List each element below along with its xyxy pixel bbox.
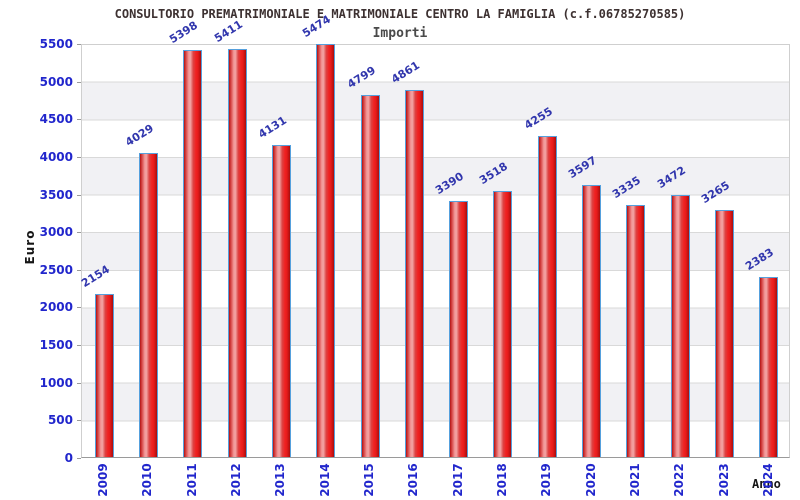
x-tick-label: 2024	[760, 463, 775, 497]
x-tick-label: 2019	[539, 463, 554, 497]
y-tick-label: 1500	[39, 338, 73, 353]
y-tick-label: 1000	[39, 375, 73, 390]
bar-value-label: 4131	[256, 113, 289, 142]
y-tick-mark	[77, 44, 81, 45]
x-tick-label: 2023	[716, 463, 731, 497]
plot-area: 2154 4029 5398 5411 4131 5474 4799 4861 3390 3518…	[78, 13, 790, 458]
bar-value-label: 4255	[521, 104, 555, 132]
x-tick-label: 2012	[229, 463, 244, 497]
bar-value-label: 3472	[654, 163, 688, 191]
y-tick-label: 4000	[39, 149, 73, 164]
bar-value-label: 3390	[433, 169, 467, 197]
x-tick-label: 2021	[627, 463, 642, 497]
bar-2017	[449, 200, 469, 457]
y-tick-mark	[77, 81, 81, 83]
bar-2023	[715, 210, 735, 457]
bar-value-label: 2154	[78, 262, 112, 290]
x-tick-label: 2011	[184, 463, 199, 497]
y-tick-mark	[77, 194, 81, 196]
y-tick-mark	[77, 307, 81, 309]
bar-value-label: 3597	[566, 153, 600, 182]
bar-2022	[670, 194, 690, 457]
y-tick-label: 2000	[39, 300, 73, 315]
bar-value-label: 5398	[167, 18, 201, 46]
y-tick-mark	[77, 269, 81, 271]
y-tick-mark	[77, 119, 81, 121]
y-tick-label: 3500	[39, 187, 73, 202]
x-axis-title: Anno	[752, 477, 781, 491]
x-tick-label: 2014	[317, 463, 332, 497]
bar-2012	[227, 48, 247, 457]
y-tick-label: 2500	[39, 262, 73, 277]
y-tick-label: 500	[47, 413, 73, 428]
bar-value-label: 4029	[123, 121, 156, 149]
y-tick-mark	[77, 232, 81, 234]
bar-2015	[360, 94, 380, 457]
bar-2010	[138, 152, 158, 457]
bar-2024	[759, 276, 779, 457]
bar-value-label: 4861	[388, 58, 422, 87]
x-tick-label: 2016	[406, 463, 421, 497]
bar-value-label: 2383	[743, 245, 777, 273]
y-tick-label: 5000	[39, 74, 73, 89]
chart-subtitle: Importi	[372, 26, 428, 41]
bar-2014	[316, 43, 336, 457]
x-tick-label: 2009	[96, 463, 111, 497]
y-tick-label: 4500	[39, 112, 73, 127]
x-tick-label: 2022	[672, 463, 687, 497]
bar-2016	[404, 90, 424, 457]
y-tick-mark	[77, 458, 81, 459]
bar-value-label: 4799	[344, 63, 378, 91]
y-tick-label: 3000	[39, 225, 73, 240]
y-tick-label: 0	[64, 451, 73, 465]
bar-value-label: 3335	[610, 173, 644, 201]
x-tick-label: 2013	[273, 463, 288, 497]
bar-value-label: 3265	[699, 178, 733, 207]
bar-2018	[493, 191, 513, 457]
bar-2021	[626, 204, 646, 457]
y-tick-mark	[77, 420, 81, 422]
bar-value-label: 3518	[477, 159, 511, 188]
x-tick-label: 2020	[583, 463, 598, 497]
bar-2019	[537, 135, 557, 457]
y-tick-mark	[77, 156, 81, 158]
x-tick-label: 2015	[362, 463, 377, 497]
bar-2020	[582, 185, 602, 457]
chart-title: CONSULTORIO PREMATRIMONIALE E MATRIMONIA…	[114, 7, 686, 21]
x-tick-label: 2010	[140, 463, 155, 497]
y-tick-label: 5500	[39, 37, 73, 51]
x-tick-label: 2018	[494, 463, 509, 497]
y-tick-mark	[77, 382, 81, 384]
x-tick-label: 2017	[450, 463, 465, 497]
bar-2013	[271, 145, 291, 457]
y-tick-mark	[77, 345, 81, 347]
bar-2011	[183, 49, 203, 457]
bar-2009	[94, 293, 114, 457]
